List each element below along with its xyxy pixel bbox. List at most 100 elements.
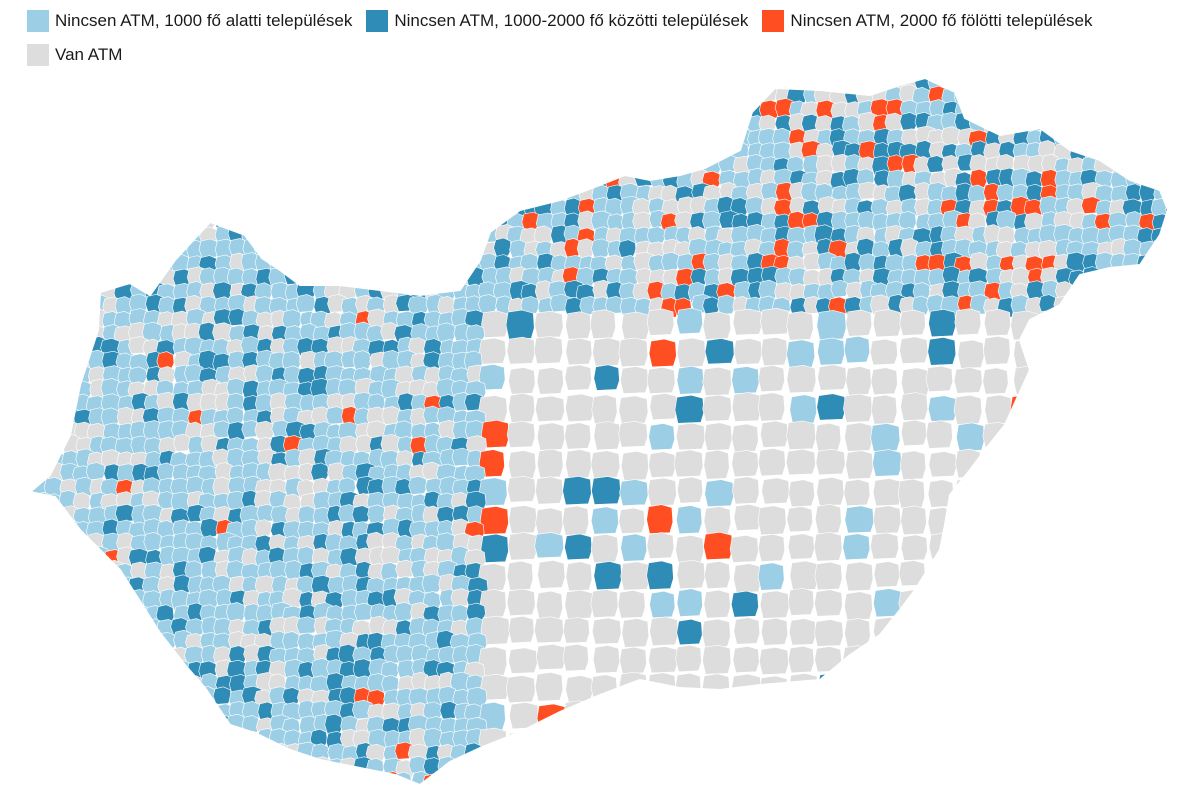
settlement-cell xyxy=(45,100,67,122)
settlement-cell xyxy=(789,560,819,591)
settlement-cell xyxy=(59,353,80,375)
settlement-cell xyxy=(395,184,416,204)
settlement-cell xyxy=(818,787,847,801)
settlement-cell xyxy=(982,113,1003,133)
settlement-cell xyxy=(88,156,107,177)
settlement-cell xyxy=(1123,84,1144,105)
settlement-cell xyxy=(73,170,93,189)
legend-item-over-2000[interactable]: Nincsen ATM, 2000 fő fölötti települések xyxy=(762,10,1093,32)
settlement-cell xyxy=(620,112,642,134)
settlement-cell xyxy=(424,100,443,120)
settlement-cell xyxy=(563,59,582,76)
settlement-cell xyxy=(156,728,176,748)
settlement-cell xyxy=(479,337,507,365)
settlement-cell xyxy=(88,184,108,206)
settlement-cell xyxy=(1040,100,1061,120)
settlement-cell xyxy=(340,100,359,122)
settlement-cell xyxy=(733,701,762,729)
settlement-cell xyxy=(758,83,778,102)
settlement-cell xyxy=(674,394,705,424)
settlement-cell xyxy=(383,101,405,121)
settlement-cell xyxy=(731,449,759,478)
settlement-cell xyxy=(32,741,52,761)
settlement-cell xyxy=(814,619,844,647)
settlement-cell xyxy=(508,182,528,204)
settlement-cell xyxy=(536,422,565,451)
settlement-cell xyxy=(533,143,554,162)
settlement-cell xyxy=(928,395,958,422)
settlement-cell xyxy=(1097,112,1116,134)
settlement-cell xyxy=(1153,703,1168,731)
settlement-cell xyxy=(422,727,443,749)
settlement-cell xyxy=(534,672,564,702)
settlement-cell xyxy=(621,86,642,107)
settlement-cell xyxy=(901,730,930,761)
legend-item-1000-2000[interactable]: Nincsen ATM, 1000-2000 fő közötti telepü… xyxy=(366,10,748,32)
settlement-cell xyxy=(100,85,119,104)
settlement-cell xyxy=(129,603,149,625)
settlement-cell xyxy=(60,225,80,244)
settlement-cell xyxy=(199,744,221,764)
settlement-cell xyxy=(548,171,568,191)
settlement-cell xyxy=(115,686,135,706)
settlement-cell xyxy=(323,238,343,258)
legend-item-under-1000[interactable]: Nincsen ATM, 1000 fő alatti települések xyxy=(27,10,352,32)
settlement-cell xyxy=(86,784,107,785)
settlement-cell xyxy=(31,239,51,260)
settlement-cell xyxy=(927,507,956,537)
settlement-cell xyxy=(578,98,598,117)
settlement-cell xyxy=(141,238,161,258)
legend-swatch-over-2000 xyxy=(762,10,785,32)
settlement-cell xyxy=(659,78,681,79)
settlement-cell xyxy=(87,699,107,720)
settlement-cell xyxy=(60,78,80,93)
settlement-cell xyxy=(927,479,954,508)
settlement-cell xyxy=(702,311,732,340)
settlement-cell xyxy=(47,337,68,355)
settlement-cell xyxy=(408,475,428,495)
settlement-cell xyxy=(214,770,236,785)
settlement-cell xyxy=(788,618,817,646)
settlement-cell xyxy=(296,99,316,121)
settlement-cell xyxy=(703,506,732,536)
settlement-cell xyxy=(604,83,626,104)
settlement-cell xyxy=(729,86,748,106)
settlement-cell xyxy=(228,87,247,106)
settlement-cell xyxy=(369,773,390,785)
settlement-cell xyxy=(956,701,983,732)
settlement-cell xyxy=(632,211,653,231)
settlement-cell xyxy=(926,730,954,759)
settlement-cell xyxy=(114,98,133,118)
settlement-cell xyxy=(1150,294,1168,315)
settlement-cell xyxy=(1153,476,1168,504)
settlement-cell xyxy=(730,590,759,618)
settlement-cell xyxy=(256,57,273,78)
settlement-cell xyxy=(211,784,232,785)
settlement-cell xyxy=(30,297,37,317)
settlement-cell xyxy=(32,730,51,750)
settlement-cell xyxy=(759,675,789,704)
settlement-cell xyxy=(242,101,260,122)
settlement-cell xyxy=(73,689,94,711)
settlement-cell xyxy=(408,142,430,164)
settlement-cell xyxy=(327,57,348,75)
settlement-cell xyxy=(281,309,302,331)
settlement-cell xyxy=(1124,757,1155,785)
legend-item-has-atm[interactable]: Van ATM xyxy=(27,44,122,66)
settlement-cell xyxy=(743,84,764,105)
settlement-cell xyxy=(157,715,176,736)
settlement-cell xyxy=(1124,476,1154,506)
settlement-cell xyxy=(466,185,488,205)
settlement-cell xyxy=(691,86,713,108)
settlement-cell xyxy=(354,254,376,273)
settlement-cell xyxy=(128,757,149,780)
settlement-cell xyxy=(1070,60,1087,77)
settlement-cell xyxy=(156,156,177,175)
settlement-cell xyxy=(129,154,147,173)
settlement-cell xyxy=(75,591,95,613)
settlement-cell xyxy=(59,756,81,777)
settlement-cell xyxy=(30,533,39,556)
settlement-cell xyxy=(186,759,207,778)
settlement-cell xyxy=(618,507,646,534)
settlement-cell xyxy=(47,59,67,77)
